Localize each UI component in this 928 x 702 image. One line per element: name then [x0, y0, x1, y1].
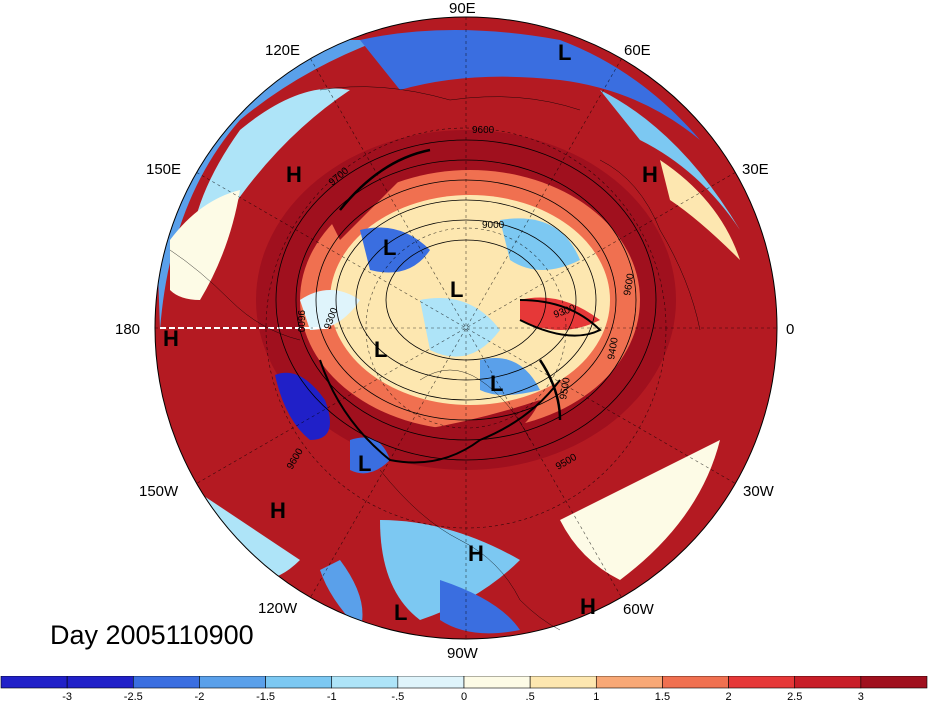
colorbar-tick-label: -2	[195, 691, 205, 702]
lon-label-150e: 150E	[146, 161, 181, 178]
colorbar-swatch	[529, 676, 597, 689]
lon-label-90w: 90W	[447, 645, 479, 662]
contour-labels: 9600 9700 9000 9300 9500 9400 9600 9500 …	[285, 125, 637, 473]
high-center: H	[270, 498, 286, 523]
low-center: L	[450, 277, 463, 302]
colorbar-swatch	[331, 676, 399, 689]
map-boundary	[154, 16, 778, 640]
low-center: L	[394, 600, 407, 625]
lon-label-30e: 30E	[742, 161, 769, 178]
colorbar-swatch	[132, 676, 200, 689]
colorbar-tick-label: -1	[327, 691, 337, 702]
colorbar-tick-label: 0	[461, 691, 467, 702]
colorbar-swatch	[595, 676, 663, 689]
colorbar-swatch	[265, 676, 333, 689]
colorbar-tick-label: 1	[593, 691, 599, 702]
colorbar-tick-label: -2.5	[124, 691, 143, 702]
high-center: H	[163, 326, 179, 351]
high-center: H	[642, 162, 658, 187]
colorbar: -3 -2.5 -2 -1.5 -1 -.5 0 .5 1 1.5 2 2.5 3	[0, 676, 928, 702]
contour-label: 9000	[482, 220, 505, 231]
pressure-centers: L H H L L H L L L H H H L	[163, 40, 658, 625]
lon-label-60w: 60W	[623, 601, 655, 618]
contour-label: 9600	[472, 125, 495, 136]
colorbar-swatches	[0, 676, 928, 689]
lon-label-30w: 30W	[743, 483, 775, 500]
low-center: L	[490, 371, 503, 396]
low-center: L	[558, 40, 571, 65]
colorbar-swatch	[397, 676, 465, 689]
colorbar-swatch	[0, 676, 68, 689]
colorbar-tick-label: 2.5	[787, 691, 802, 702]
high-center: H	[580, 594, 596, 619]
lon-label-180: 180	[115, 321, 140, 338]
colorbar-swatch	[66, 676, 134, 689]
colorbar-tick-label: -3	[62, 691, 72, 702]
lon-label-0: 0	[786, 321, 794, 338]
graticule	[155, 17, 777, 639]
lon-label-120w: 120W	[258, 600, 298, 617]
colorbar-swatch	[794, 676, 862, 689]
colorbar-tick-label: 1.5	[655, 691, 670, 702]
contour-label: 9600	[622, 272, 637, 296]
contour-label: 9500	[558, 376, 573, 400]
low-center: L	[358, 451, 371, 476]
polar-map: 9600 9700 9000 9300 9500 9400 9600 9500 …	[115, 0, 794, 662]
colorbar-tick-label: 2	[726, 691, 732, 702]
colorbar-swatch	[860, 676, 928, 689]
colorbar-tick-label: -.5	[391, 691, 404, 702]
lon-label-150w: 150W	[139, 483, 179, 500]
anomaly-field	[155, 17, 777, 639]
colorbar-tick-label: -1.5	[256, 691, 275, 702]
colorbar-swatch	[728, 676, 796, 689]
high-center: H	[468, 541, 484, 566]
height-contours	[275, 139, 657, 464]
contour-label: 9600	[295, 310, 306, 333]
contour-label: 9400	[606, 336, 621, 360]
colorbar-tick-label: 3	[858, 691, 864, 702]
lon-label-90e: 90E	[449, 0, 476, 17]
lon-label-60e: 60E	[624, 42, 651, 59]
coastlines	[169, 86, 701, 631]
colorbar-ticks: -3 -2.5 -2 -1.5 -1 -.5 0 .5 1 1.5 2 2.5 3	[62, 691, 864, 702]
colorbar-swatch	[199, 676, 266, 689]
colorbar-tick-label: .5	[526, 691, 535, 702]
longitude-labels: 90E 60E 30E 0 30W 60W 90W 120W 150W 180 …	[115, 0, 794, 662]
colorbar-swatch	[662, 676, 729, 689]
lon-label-120e: 120E	[265, 42, 300, 59]
day-label: Day 2005110900	[50, 620, 254, 650]
high-center: H	[286, 162, 302, 187]
low-center: L	[383, 235, 396, 260]
low-center: L	[374, 337, 387, 362]
colorbar-swatch	[463, 676, 531, 689]
